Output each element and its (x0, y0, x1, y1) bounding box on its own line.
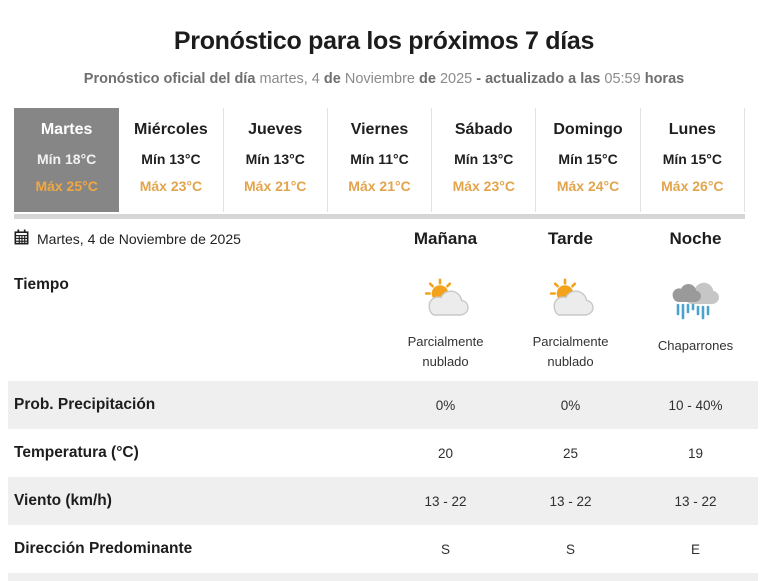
day-max-temp: Máx 21°C (348, 178, 411, 194)
day-max-temp: Máx 23°C (452, 178, 515, 194)
subtitle-part: 05:59 (604, 71, 645, 87)
day-min-temp: Mín 13°C (141, 151, 201, 167)
subtitle-part: martes, 4 (259, 71, 324, 87)
day-max-temp: Máx 21°C (244, 178, 307, 194)
subtitle-part: - actualizado a las (476, 71, 605, 87)
value-cell: 13 - 22 (674, 493, 717, 509)
value-cell: S (440, 541, 450, 557)
row-label: Dirección Predominante (14, 540, 193, 557)
partly-cloudy-icon (545, 278, 597, 332)
value-cell: 20 (437, 445, 454, 461)
day-name: Domingo (553, 121, 623, 138)
day-name: Lunes (668, 121, 716, 138)
selected-date-label: Martes, 4 de Noviembre de 2025 (37, 230, 241, 247)
weather-caption: Chaparrones (657, 338, 734, 353)
row-precipitation: Prob. Precipitación 0% 0% 10 - 40% (8, 381, 758, 429)
day-max-temp: Máx 24°C (556, 178, 620, 194)
row-wind: Viento (km/h) 13 - 22 13 - 22 13 - 22 (8, 477, 758, 525)
row-label: Viento (km/h) (14, 492, 112, 509)
row-weather: Tiempo Parcialmente nublado (8, 258, 758, 381)
partly-cloudy-icon (420, 278, 472, 332)
day-card-domingo[interactable]: Domingo Mín 15°C Máx 24°C (536, 108, 641, 212)
day-name: Miércoles (134, 121, 208, 138)
page-title: Pronóstico para los próximos 7 días (173, 27, 595, 55)
day-max-temp: Máx 26°C (661, 178, 724, 194)
weather-cell-noche: Chaparrones (633, 258, 758, 356)
column-header-tarde: Tarde (547, 228, 594, 248)
subtitle-part: de (323, 71, 345, 87)
day-min-temp: Mín 11°C (350, 151, 409, 167)
section-divider (14, 214, 745, 219)
subtitle-part: Pronóstico oficial del día (83, 71, 260, 87)
row-temperature: Temperatura (°C) 20 25 19 (8, 429, 758, 477)
subtitle-part: Noviembre (344, 71, 419, 87)
value-cell: 13 - 22 (549, 493, 592, 509)
row-label: Temperatura (°C) (14, 444, 139, 461)
day-card-martes[interactable]: Martes Mín 18°C Máx 25°C (14, 108, 120, 212)
day-card-lunes[interactable]: Lunes Mín 15°C Máx 26°C (640, 108, 745, 212)
subtitle-part: horas (644, 71, 685, 87)
next-row-cutoff (8, 573, 758, 581)
day-min-temp: Mín 15°C (662, 151, 722, 167)
value-cell: 0% (560, 397, 581, 413)
value-cell: 0% (435, 397, 456, 413)
day-name: Viernes (350, 121, 409, 138)
day-min-temp: Mín 13°C (454, 151, 514, 167)
forecast-header: Pronóstico para los próximos 7 días Pron… (0, 0, 768, 87)
day-name: Jueves (248, 121, 303, 138)
weather-caption: Parcialmente nublado (407, 334, 484, 370)
day-max-temp: Máx 25°C (35, 178, 98, 194)
forecast-table-header: Martes, 4 de Noviembre de 2025 Mañana Ta… (8, 219, 758, 258)
calendar-icon (14, 229, 29, 248)
row-label: Prob. Precipitación (14, 396, 156, 413)
day-min-temp: Mín 13°C (245, 151, 305, 167)
value-cell: S (565, 541, 575, 557)
day-name: Martes (40, 121, 93, 138)
weather-cell-tarde: Parcialmente nublado (508, 258, 633, 372)
day-card-jueves[interactable]: Jueves Mín 13°C Máx 21°C (223, 108, 328, 212)
value-cell: 10 - 40% (668, 397, 723, 413)
row-wind-direction: Dirección Predominante S S E (8, 525, 758, 573)
day-selector: Martes Mín 18°C Máx 25°C Miércoles Mín 1… (14, 108, 745, 212)
day-min-temp: Mín 18°C (37, 151, 97, 167)
day-card-sabado[interactable]: Sábado Mín 13°C Máx 23°C (432, 108, 537, 212)
value-cell: 19 (687, 445, 704, 461)
subtitle-part: 2025 (439, 71, 477, 87)
day-min-temp: Mín 15°C (558, 151, 618, 167)
showers-icon (670, 278, 722, 336)
forecast-issued-line: Pronóstico oficial del día martes, 4 de … (0, 71, 768, 87)
value-cell: 25 (562, 445, 579, 461)
row-label-tiempo: Tiempo (14, 276, 69, 293)
day-card-viernes[interactable]: Viernes Mín 11°C Máx 21°C (327, 108, 433, 212)
selected-date: Martes, 4 de Noviembre de 2025 (8, 229, 383, 248)
weather-caption: Parcialmente nublado (532, 334, 609, 370)
day-name: Sábado (454, 121, 513, 138)
day-max-temp: Máx 23°C (139, 178, 203, 194)
column-header-noche: Noche (669, 228, 722, 248)
weather-cell-manana: Parcialmente nublado (383, 258, 508, 372)
subtitle-part: de (419, 71, 440, 87)
value-cell: E (690, 541, 700, 557)
column-header-manana: Mañana (413, 228, 478, 248)
day-card-miercoles[interactable]: Miércoles Mín 13°C Máx 23°C (119, 108, 224, 212)
value-cell: 13 - 22 (424, 493, 467, 509)
